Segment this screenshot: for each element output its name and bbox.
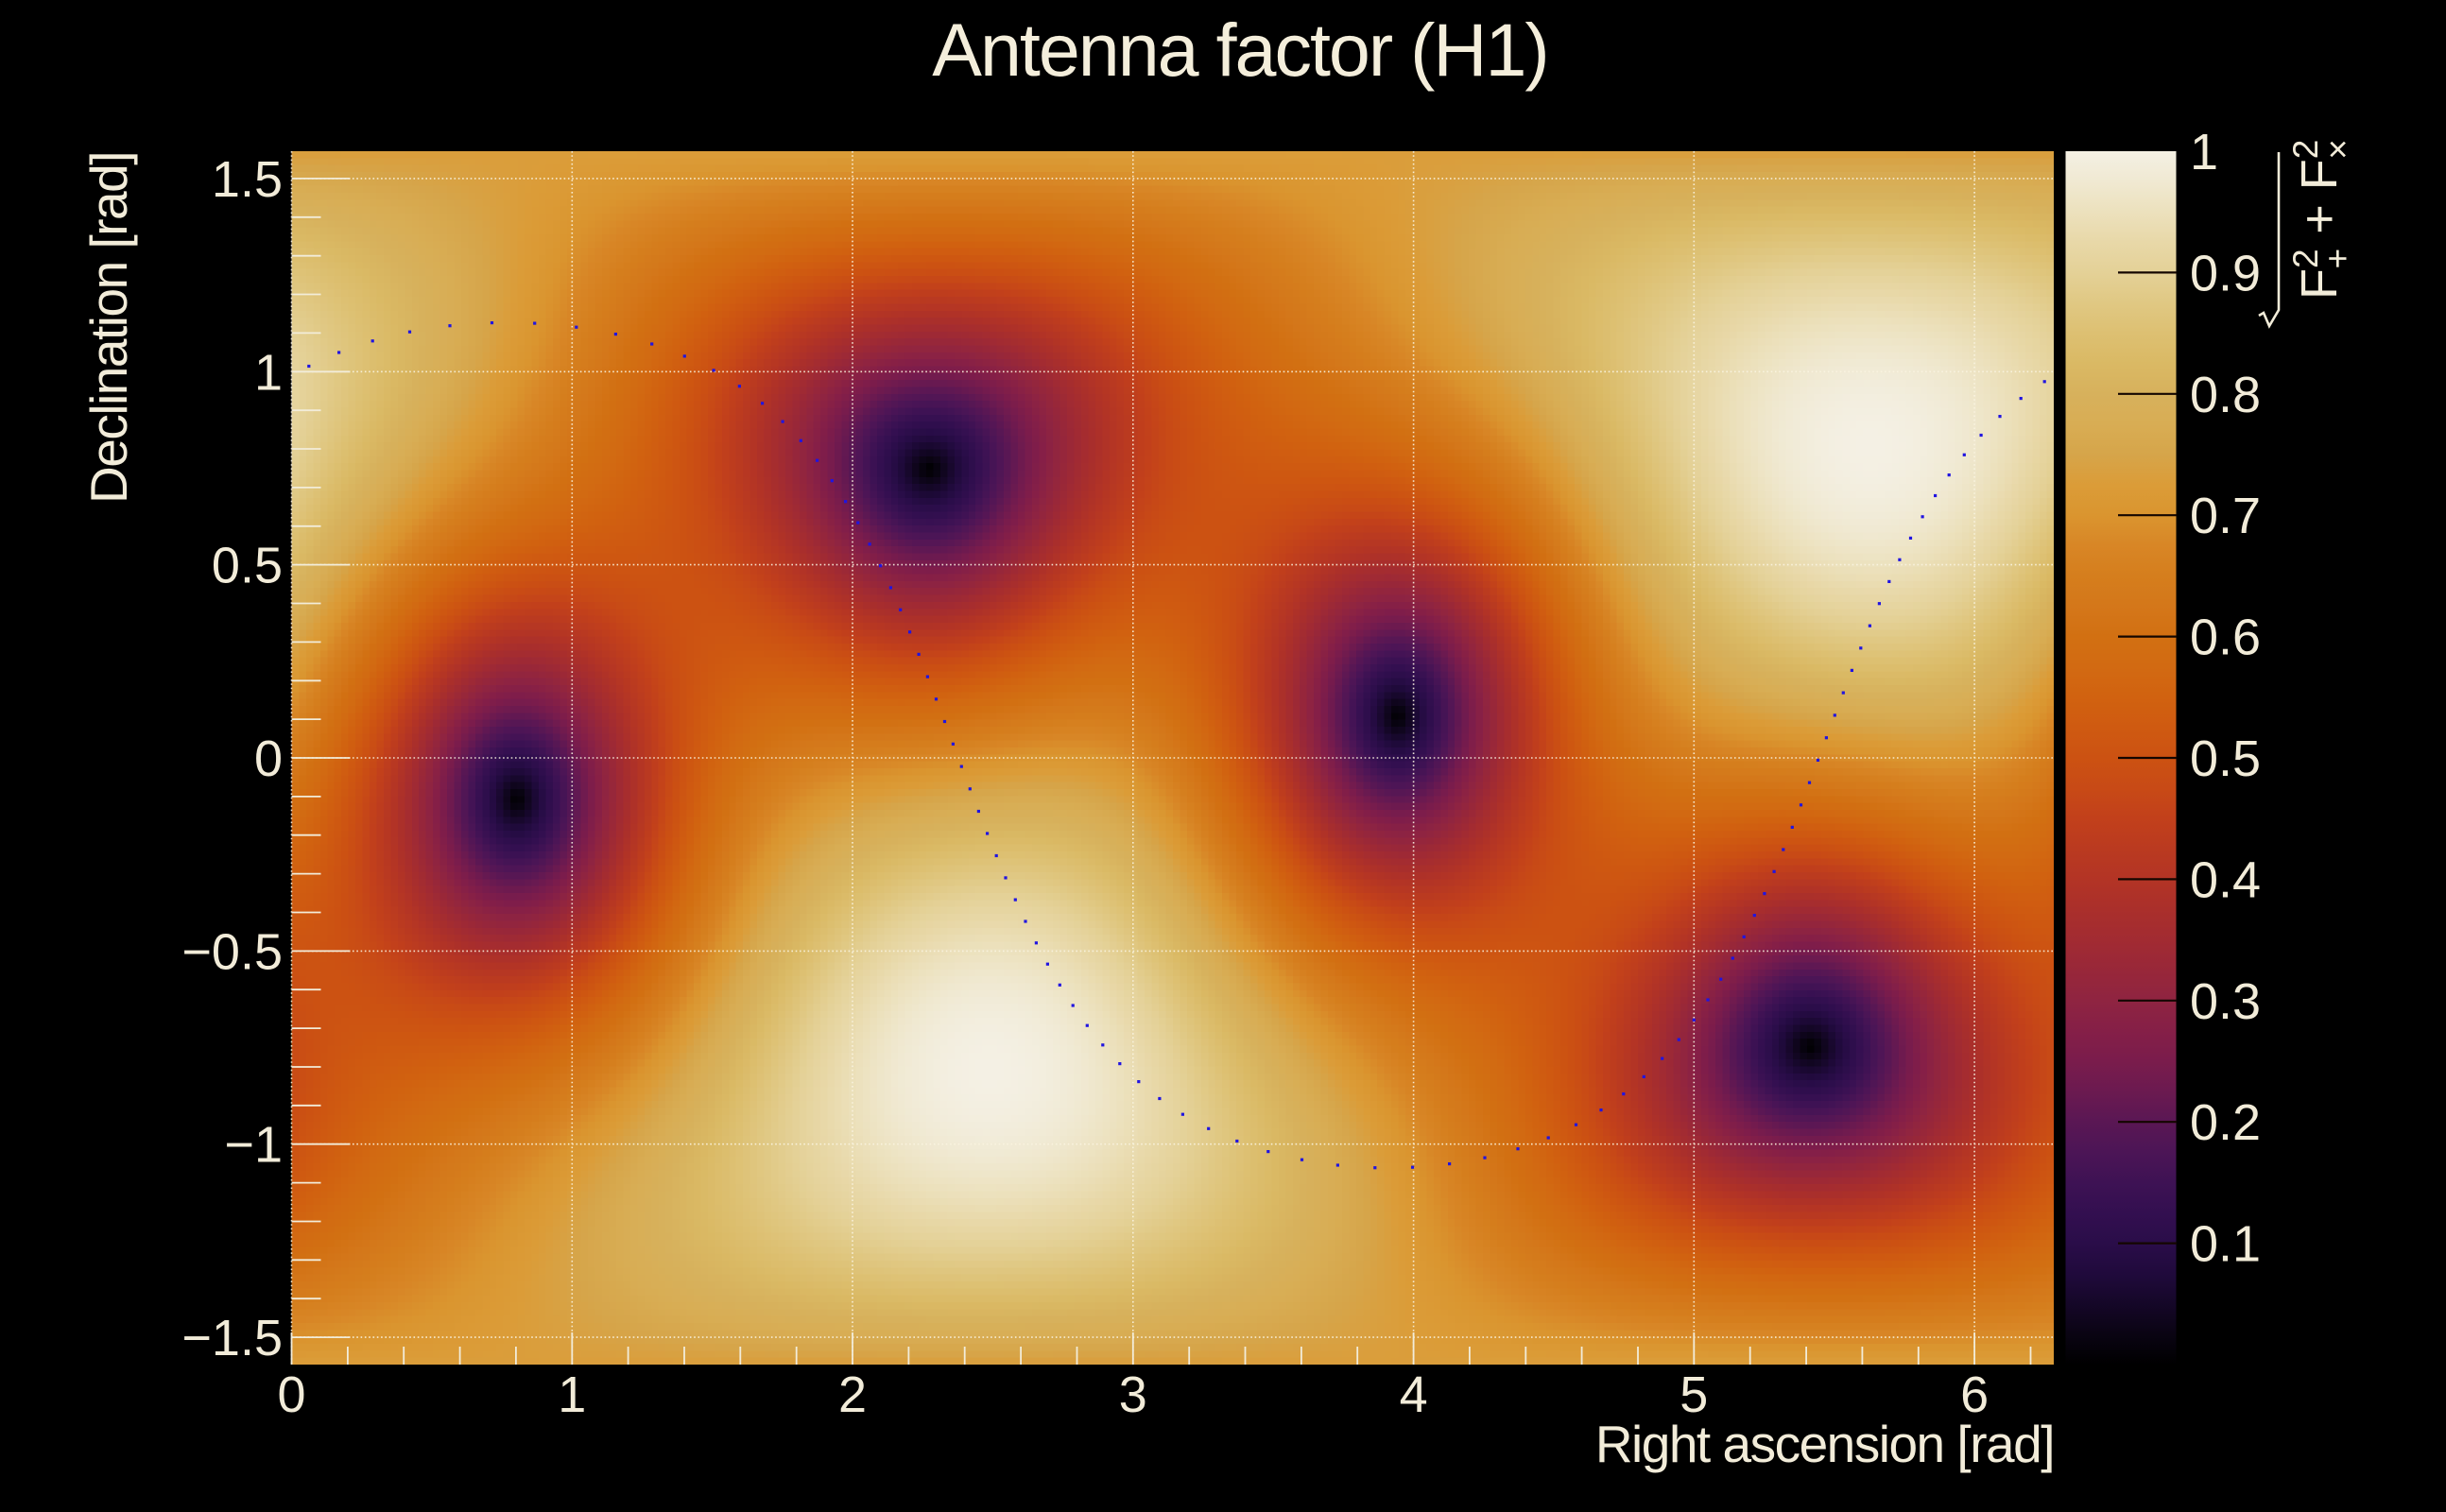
svg-text:6: 6: [1960, 1366, 1989, 1423]
svg-text:0.5: 0.5: [2190, 730, 2261, 787]
svg-text:1.5: 1.5: [212, 151, 283, 208]
svg-text:0.7: 0.7: [2190, 488, 2261, 544]
svg-text:0.4: 0.4: [2190, 851, 2261, 908]
svg-text:Antenna factor (H1): Antenna factor (H1): [932, 8, 1547, 92]
svg-text:0.1: 0.1: [2190, 1216, 2261, 1273]
svg-text:5: 5: [1679, 1366, 1708, 1423]
svg-text:1: 1: [2190, 124, 2218, 180]
svg-text:0.5: 0.5: [212, 538, 283, 594]
svg-text:1: 1: [558, 1366, 586, 1423]
svg-text:2: 2: [838, 1366, 867, 1423]
svg-text:−1.5: −1.5: [181, 1310, 283, 1366]
svg-text:F2+ + F2×: F2+ + F2×: [2286, 139, 2357, 300]
svg-text:−1: −1: [224, 1117, 283, 1174]
svg-text:0.6: 0.6: [2190, 610, 2261, 666]
svg-text:−0.5: −0.5: [181, 923, 283, 980]
svg-text:0: 0: [277, 1366, 305, 1423]
svg-text:3: 3: [1119, 1366, 1147, 1423]
svg-text:Right ascension [rad]: Right ascension [rad]: [1595, 1415, 2054, 1473]
svg-text:0.3: 0.3: [2190, 973, 2261, 1030]
svg-text:0.8: 0.8: [2190, 367, 2261, 423]
svg-text:0.9: 0.9: [2190, 245, 2261, 301]
svg-text:1: 1: [254, 344, 283, 401]
svg-text:Declination [rad]: Declination [rad]: [79, 152, 138, 504]
svg-text:4: 4: [1400, 1366, 1428, 1423]
svg-text:0: 0: [254, 730, 283, 787]
svg-text:0.2: 0.2: [2190, 1094, 2261, 1151]
